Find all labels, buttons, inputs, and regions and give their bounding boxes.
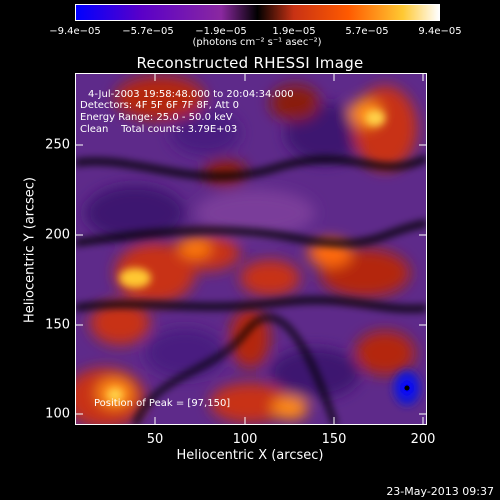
colorbar-unit-label: (photons cm⁻² s⁻¹ asec⁻²) [192, 37, 322, 48]
clean-counts-text: Clean Total counts: 3.79E+03 [80, 124, 238, 135]
y-tick-label: 150 [45, 317, 70, 333]
detectors-text: Detectors: 4F 5F 6F 7F 8F, Att 0 [80, 100, 240, 111]
y-tick-label: 100 [45, 406, 70, 422]
x-tick-label: 50 [146, 432, 164, 447]
y-tick-label: 250 [45, 137, 70, 153]
y-axis-label: Heliocentric Y (arcsec) [22, 177, 38, 323]
colorbar-tick: 9.4e−05 [418, 26, 462, 37]
minimum-marker [404, 385, 410, 391]
x-tick-label: 200 [410, 432, 436, 447]
x-tick-label: 100 [232, 432, 258, 447]
colorbar-tick: −1.9e−05 [195, 26, 247, 37]
colorbar-tick: −9.4e−05 [49, 26, 101, 37]
colorbar [75, 4, 440, 21]
colorbar-tick: −5.7e−05 [122, 26, 174, 37]
time-range-text: 4-Jul-2003 19:58:48.000 to 20:04:34.000 [88, 89, 294, 100]
image-title: Reconstructed RHESSI Image [136, 54, 364, 72]
energy-range-text: Energy Range: 25.0 - 50.0 keV [80, 112, 233, 123]
colorbar-tick: 1.9e−05 [272, 26, 316, 37]
colorbar-tick: 5.7e−05 [345, 26, 389, 37]
x-axis-label: Heliocentric X (arcsec) [176, 448, 324, 463]
x-tick-label: 150 [321, 432, 347, 447]
timestamp: 23-May-2013 09:37 [386, 485, 494, 498]
peak-position-text: Position of Peak = [97,150] [94, 398, 231, 409]
y-tick-label: 200 [45, 227, 70, 243]
rhessi-image [75, 73, 427, 425]
